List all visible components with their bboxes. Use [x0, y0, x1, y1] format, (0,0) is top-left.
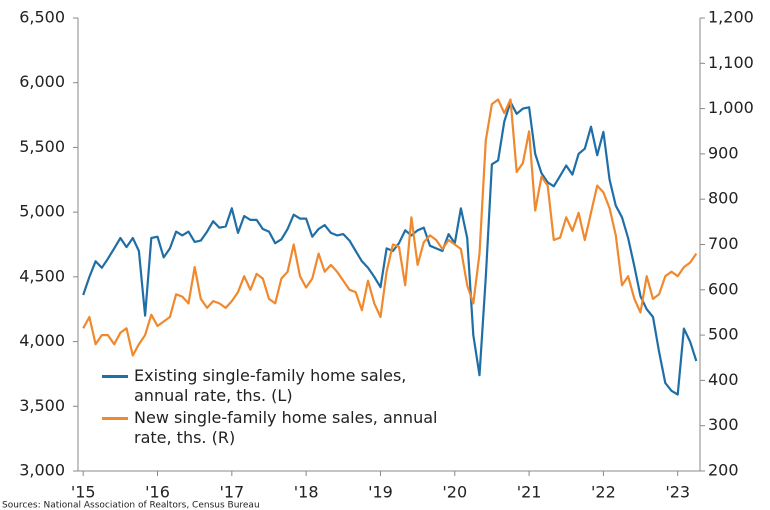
x-tick-label: '16: [145, 483, 170, 502]
x-tick-label: '22: [591, 483, 616, 502]
y-tick-label: 6,000: [19, 72, 65, 91]
y-tick-label: 4,000: [19, 331, 65, 350]
x-tick-label: '19: [368, 483, 393, 502]
source-note: Sources: National Association of Realtor…: [2, 501, 260, 510]
legend-label: Existing single-family home sales, annua…: [134, 366, 407, 405]
y2-tick-label: 900: [708, 143, 739, 162]
x-tick-label: '20: [442, 483, 467, 502]
legend-item: New single-family home sales, annual rat…: [102, 408, 454, 448]
y2-tick-label: 600: [708, 279, 739, 298]
y2-tick-label: 300: [708, 415, 739, 434]
series-line: [82, 98, 698, 357]
legend-swatch: [102, 417, 128, 420]
x-tick-label: '21: [517, 483, 542, 502]
y-tick-label: 5,500: [19, 137, 65, 156]
legend-swatch: [102, 375, 128, 378]
y2-tick-label: 1,000: [708, 98, 754, 117]
y-tick-label: 4,500: [19, 266, 65, 285]
y2-tick-label: 1,100: [708, 53, 754, 72]
y-tick-label: 3,000: [19, 461, 65, 480]
x-tick-label: '18: [294, 483, 319, 502]
y2-tick-label: 500: [708, 325, 739, 344]
x-tick-label: '17: [219, 483, 244, 502]
y2-tick-label: 1,200: [708, 8, 754, 27]
legend-label: New single-family home sales, annual rat…: [134, 408, 438, 447]
y-tick-label: 5,000: [19, 202, 65, 221]
legend-item: Existing single-family home sales, annua…: [102, 366, 454, 406]
x-tick-label: '23: [665, 483, 690, 502]
y2-tick-label: 200: [708, 461, 739, 480]
y-tick-label: 6,500: [19, 8, 65, 27]
x-tick-label: '15: [71, 483, 96, 502]
series-line: [82, 101, 698, 396]
y-tick-label: 3,500: [19, 396, 65, 415]
y2-tick-label: 700: [708, 234, 739, 253]
y2-tick-label: 400: [708, 370, 739, 389]
legend: Existing single-family home sales, annua…: [102, 366, 454, 450]
y2-tick-label: 800: [708, 189, 739, 208]
